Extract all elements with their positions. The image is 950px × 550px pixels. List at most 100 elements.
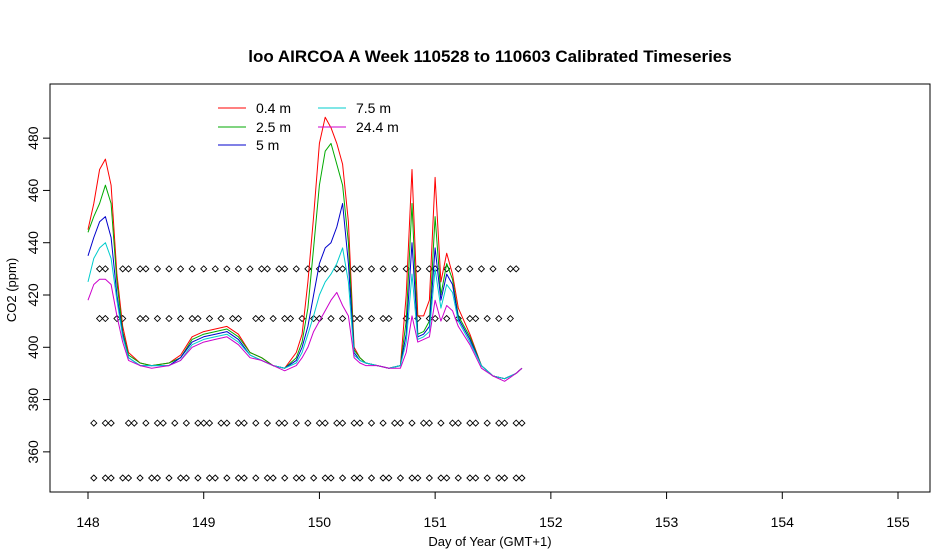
flag-row-371-marker [142, 419, 150, 427]
flag-row-371-marker [223, 419, 231, 427]
flag-row-411-marker [101, 314, 109, 323]
flag-row-350-marker [101, 474, 109, 482]
x-tick-label: 154 [771, 514, 795, 530]
flag-row-350-marker [437, 474, 445, 482]
legend: 0.4 m 2.5 m 5 m 7.5 m 24.4 m [218, 100, 399, 153]
flag-row-430-marker [477, 265, 486, 273]
flag-row-411-marker [95, 314, 104, 323]
flag-row-350-marker [292, 474, 300, 482]
flag-row-371-marker [408, 419, 416, 427]
flag-row-430-marker [338, 265, 347, 273]
flag-row-350-marker [500, 474, 509, 482]
flag-row-411-marker [142, 314, 150, 323]
flag-row-371-marker [333, 419, 341, 427]
flag-row-411-marker [506, 314, 514, 323]
flag-row-371-marker [275, 419, 283, 427]
legend-label-0-4m: 0.4 m [256, 100, 291, 116]
flag-row-371-marker [518, 419, 526, 427]
x-axis-label: Day of Year (GMT+1) [428, 534, 551, 549]
flag-row-371-marker [153, 419, 162, 427]
flag-row-411-marker [234, 314, 243, 323]
flag-row-371-marker [292, 419, 300, 427]
flag-row-350-marker [211, 474, 219, 482]
flag-row-371-marker [338, 419, 347, 427]
flag-row-350-marker [234, 474, 243, 482]
flag-row-430-marker [304, 265, 312, 273]
flag-row-371-marker [350, 419, 358, 427]
flag-row-430-marker [101, 265, 109, 273]
y-tick-label: 420 [25, 283, 41, 307]
flag-row-350-marker [408, 474, 416, 482]
y-tick-label: 480 [25, 126, 41, 150]
flag-row-371-marker [101, 419, 109, 427]
flag-row-371-marker [321, 419, 329, 427]
flag-row-430-marker [275, 265, 283, 273]
flag-row-350-marker [119, 474, 127, 482]
chart-title: loo AIRCOA A Week 110528 to 110603 Calib… [248, 47, 731, 66]
flag-row-430-marker [124, 265, 133, 273]
flag-row-411-marker [281, 314, 289, 323]
flag-row-371-marker [217, 419, 225, 427]
flag-row-350-marker [385, 474, 393, 482]
flag-row-430-marker [379, 265, 387, 273]
flag-row-430-marker [95, 265, 104, 273]
flag-row-350-marker [379, 474, 387, 482]
legend-label-7-5m: 7.5 m [356, 100, 391, 116]
flag-row-371-marker [472, 419, 480, 427]
flag-row-430-marker [350, 265, 358, 273]
flag-row-350-marker [148, 474, 156, 482]
flag-row-371-marker [182, 419, 190, 427]
flag-row-371-marker [483, 419, 491, 427]
y-tick-label: 460 [25, 179, 41, 203]
flag-row-430-marker [223, 265, 231, 273]
flag-row-350-marker [107, 474, 115, 482]
flag-row-350-marker [356, 474, 364, 482]
flag-row-411-marker [310, 314, 318, 323]
flag-row-411-marker [194, 314, 202, 323]
flag-row-371-marker [437, 419, 445, 427]
flag-row-430-marker [489, 265, 497, 273]
x-tick-label: 155 [886, 514, 910, 530]
flag-row-371-marker [454, 419, 462, 427]
flag-row-430-marker [200, 265, 208, 273]
flag-row-430-marker [119, 265, 127, 273]
flag-row-350-marker [165, 474, 173, 482]
series-line-2-5-m [87, 142, 523, 380]
flag-row-350-marker [466, 474, 474, 482]
y-tick-label: 360 [25, 440, 41, 464]
flag-row-371-marker [315, 419, 324, 427]
flag-row-350-marker [194, 474, 202, 482]
flag-row-430-marker [425, 265, 433, 273]
flag-row-350-marker [518, 474, 526, 482]
flag-row-430-marker [466, 265, 474, 273]
legend-label-2-5m: 2.5 m [256, 119, 291, 135]
flag-row-371-marker [512, 419, 520, 427]
flag-row-350-marker [321, 474, 329, 482]
flag-row-371-marker [367, 419, 376, 427]
flag-row-350-marker [153, 474, 162, 482]
flag-row-350-marker [414, 474, 422, 482]
x-tick-label: 152 [539, 514, 563, 530]
flag-row-371-marker [130, 419, 138, 427]
flag-row-350-marker [512, 474, 520, 482]
flag-row-411-marker [338, 314, 347, 323]
flag-row-430-marker [176, 265, 185, 273]
flag-row-350-marker [327, 474, 335, 482]
flag-row-371-marker [448, 419, 457, 427]
flag-row-430-marker [281, 265, 289, 273]
flag-row-411-marker [113, 314, 121, 323]
flag-row-430-marker [292, 265, 300, 273]
flag-row-411-marker [466, 314, 474, 323]
flag-row-371-marker [379, 419, 387, 427]
flag-row-411-marker [153, 314, 162, 323]
flag-row-371-marker [263, 419, 271, 427]
flag-row-411-marker [472, 314, 480, 323]
x-tick-label: 148 [76, 514, 100, 530]
flag-row-411-marker [431, 314, 439, 323]
flag-row-430-marker [246, 265, 254, 273]
x-tick-label: 153 [655, 514, 679, 530]
flag-row-350-marker [495, 474, 503, 482]
flag-row-350-marker [425, 474, 433, 482]
flag-row-430-marker [263, 265, 271, 273]
y-tick-label: 380 [25, 388, 41, 412]
